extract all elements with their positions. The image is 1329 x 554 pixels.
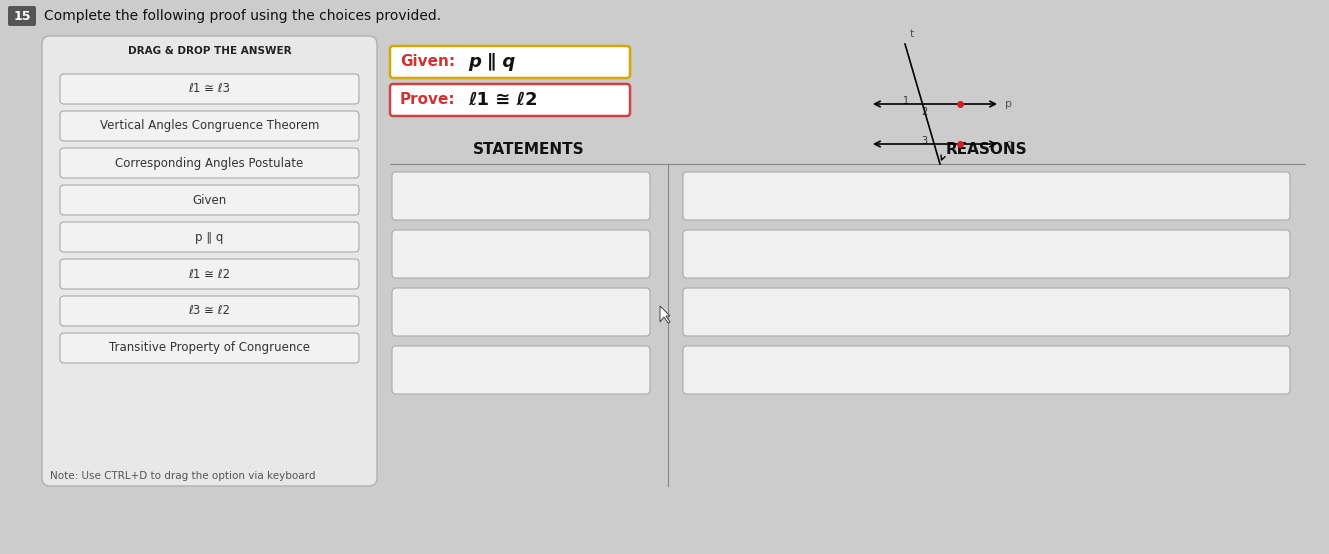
- Text: 3: 3: [921, 136, 928, 146]
- Text: 1: 1: [904, 96, 909, 106]
- FancyBboxPatch shape: [392, 172, 650, 220]
- FancyBboxPatch shape: [683, 172, 1290, 220]
- FancyBboxPatch shape: [60, 333, 359, 363]
- Text: 2: 2: [921, 107, 928, 117]
- Text: Transitive Property of Congruence: Transitive Property of Congruence: [109, 341, 310, 355]
- Text: Prove:: Prove:: [400, 93, 456, 107]
- FancyBboxPatch shape: [60, 296, 359, 326]
- Polygon shape: [661, 306, 670, 323]
- Text: STATEMENTS: STATEMENTS: [473, 141, 585, 156]
- Text: Corresponding Angles Postulate: Corresponding Angles Postulate: [116, 156, 303, 170]
- Text: q: q: [1005, 139, 1013, 149]
- Text: ℓ1 ≅ ℓ2: ℓ1 ≅ ℓ2: [468, 91, 538, 109]
- FancyBboxPatch shape: [392, 346, 650, 394]
- FancyBboxPatch shape: [392, 230, 650, 278]
- Text: p ∥ q: p ∥ q: [468, 53, 516, 71]
- FancyBboxPatch shape: [60, 148, 359, 178]
- Text: Complete the following proof using the choices provided.: Complete the following proof using the c…: [44, 9, 441, 23]
- FancyBboxPatch shape: [60, 222, 359, 252]
- FancyBboxPatch shape: [60, 74, 359, 104]
- Text: 15: 15: [13, 9, 31, 23]
- FancyBboxPatch shape: [8, 6, 36, 26]
- FancyBboxPatch shape: [43, 36, 377, 486]
- Text: DRAG & DROP THE ANSWER: DRAG & DROP THE ANSWER: [128, 46, 291, 56]
- FancyBboxPatch shape: [389, 46, 630, 78]
- FancyBboxPatch shape: [60, 185, 359, 215]
- Text: ℓ1 ≅ ℓ2: ℓ1 ≅ ℓ2: [189, 268, 230, 280]
- Text: Vertical Angles Congruence Theorem: Vertical Angles Congruence Theorem: [100, 120, 319, 132]
- FancyBboxPatch shape: [389, 84, 630, 116]
- FancyBboxPatch shape: [60, 111, 359, 141]
- Text: Given:: Given:: [400, 54, 455, 69]
- FancyBboxPatch shape: [683, 346, 1290, 394]
- Text: p: p: [1005, 99, 1011, 109]
- FancyBboxPatch shape: [392, 288, 650, 336]
- Text: p ∥ q: p ∥ q: [195, 230, 223, 244]
- FancyBboxPatch shape: [683, 230, 1290, 278]
- Text: Note: Use CTRL+D to drag the option via keyboard: Note: Use CTRL+D to drag the option via …: [51, 471, 315, 481]
- Text: t: t: [910, 29, 914, 39]
- FancyBboxPatch shape: [683, 288, 1290, 336]
- Text: Given: Given: [193, 193, 227, 207]
- Text: REASONS: REASONS: [946, 141, 1027, 156]
- FancyBboxPatch shape: [60, 259, 359, 289]
- Text: ℓ1 ≅ ℓ3: ℓ1 ≅ ℓ3: [189, 83, 230, 95]
- Text: ℓ3 ≅ ℓ2: ℓ3 ≅ ℓ2: [189, 305, 230, 317]
